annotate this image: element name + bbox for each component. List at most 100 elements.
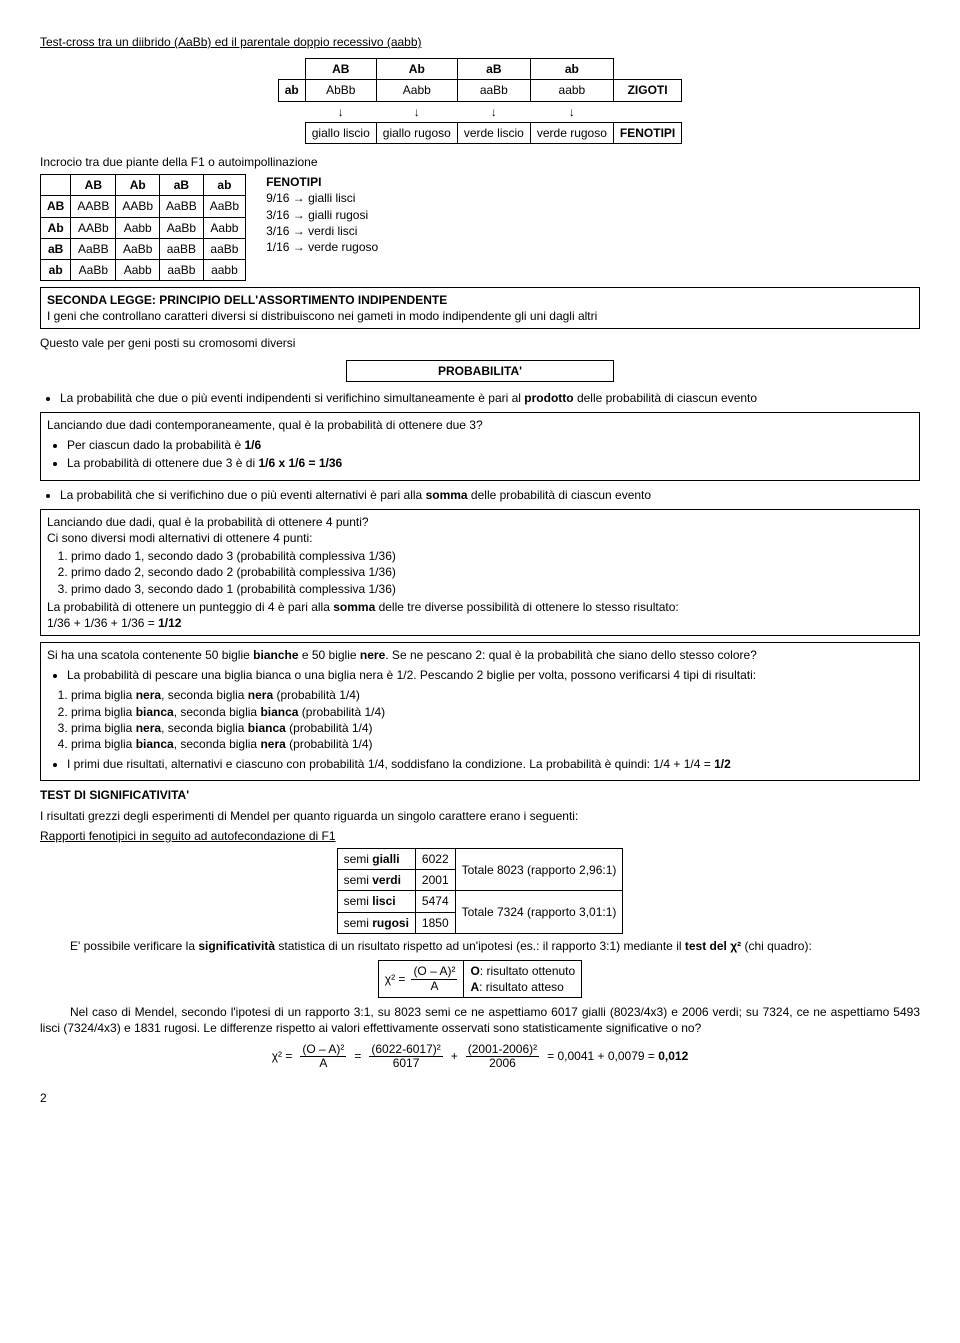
dadi-box-1: Lanciando due dadi contemporaneamente, q… [40, 412, 920, 481]
dadi1-a: Per ciascun dado la probabilità è 1/6 [67, 437, 913, 453]
biglie-o1: prima biglia nera, seconda biglia nera (… [71, 687, 913, 703]
cell: AaBb [160, 217, 204, 238]
cell: ZIGOTI [613, 80, 681, 101]
page-title: Test-cross tra un diibrido (AaBb) ed il … [40, 34, 920, 50]
cell: aB [160, 175, 204, 196]
chi-lhs: χ² = (O – A)²A [378, 960, 464, 997]
cell: Totale 7324 (rapporto 3,01:1) [455, 891, 623, 933]
test-sig-title: TEST DI SIGNIFICATIVITA' [40, 788, 189, 802]
chi-p2: Nel caso di Mendel, secondo l'ipotesi di… [40, 1004, 920, 1036]
cell: Ab [376, 59, 457, 80]
chi-frac-1: (O – A)²A [300, 1043, 346, 1070]
test-sig-text: I risultati grezzi degli esperimenti di … [40, 808, 920, 824]
cell [278, 59, 305, 80]
fenotipi-item: 9/16 → gialli lisci [266, 190, 378, 206]
chi-intro: E' possibile verificare la significativi… [40, 938, 920, 954]
plus: + [451, 1048, 458, 1064]
cell: AABB [71, 196, 116, 217]
cell: verde rugoso [530, 122, 613, 143]
cell: AaBB [160, 196, 204, 217]
cell: ab [203, 175, 245, 196]
page-number: 2 [40, 1090, 920, 1106]
cell [278, 122, 305, 143]
dadi2-s: Ci sono diversi modi alternativi di otte… [47, 530, 913, 546]
cell: Ab [41, 217, 71, 238]
cell: semi gialli [337, 848, 415, 869]
cell: aB [41, 238, 71, 259]
cell: FENOTIPI [613, 122, 681, 143]
cell: aabb [203, 259, 245, 280]
dadi2-o2: primo dado 2, secondo dado 2 (probabilit… [71, 564, 913, 580]
cell [278, 101, 305, 122]
biglie-l1: Si ha una scatola contenente 50 biglie b… [47, 647, 913, 663]
incrocio-text: Incrocio tra due piante della F1 o autoi… [40, 154, 920, 170]
cell: AaBb [116, 238, 160, 259]
cell: Aabb [116, 259, 160, 280]
prob-bullet-2: La probabilità che si verifichino due o … [60, 487, 920, 503]
cell [613, 101, 681, 122]
chi-result: = 0,0041 + 0,0079 = 0,012 [547, 1048, 688, 1064]
cell: aaBb [457, 80, 530, 101]
prob-bullet-1: La probabilità che due o più eventi indi… [60, 390, 920, 406]
cell: ↓ [305, 101, 376, 122]
cell: aB [457, 59, 530, 80]
fenotipi-item: 3/16 → gialli rugosi [266, 207, 378, 223]
cell: ↓ [457, 101, 530, 122]
fenotipi-title: FENOTIPI [266, 175, 321, 189]
cell: aaBb [160, 259, 204, 280]
cell: 2001 [415, 870, 455, 891]
seconda-legge-box: SECONDA LEGGE: PRINCIPIO DELL'ASSORTIMEN… [40, 287, 920, 329]
cell: AB [41, 196, 71, 217]
cell: 6022 [415, 848, 455, 869]
rapporti-title: Rapporti fenotipici in seguito ad autofe… [40, 828, 920, 844]
cell: Totale 8023 (rapporto 2,96:1) [455, 848, 623, 890]
biglie-box: Si ha una scatola contenente 50 biglie b… [40, 642, 920, 781]
cell: aaBb [203, 238, 245, 259]
cell [613, 59, 681, 80]
dadi-box-2: Lanciando due dadi, qual è la probabilit… [40, 509, 920, 636]
cell: Aabb [116, 217, 160, 238]
fenotipi-item: 3/16 → verdi lisci [266, 223, 378, 239]
cell: 5474 [415, 891, 455, 912]
chi-calc-lhs: χ² = [272, 1048, 293, 1064]
cell: semi rugosi [337, 912, 415, 933]
dadi2-o1: primo dado 1, secondo dado 3 (probabilit… [71, 548, 913, 564]
probabilita-header: PROBABILITA' [346, 360, 614, 382]
fenotipi-item: 1/16 → verde rugoso [266, 239, 378, 255]
dadi2-c1: La probabilità di ottenere un punteggio … [47, 599, 913, 615]
cell: AB [305, 59, 376, 80]
seconda-legge-text: I geni che controllano caratteri diversi… [47, 308, 913, 324]
biglie-o2: prima biglia bianca, seconda biglia bian… [71, 704, 913, 720]
dadi2-c2: 1/36 + 1/36 + 1/36 = 1/12 [47, 615, 913, 631]
test-cross-table: AB Ab aB ab ab AbBb Aabb aaBb aabb ZIGOT… [278, 58, 683, 144]
cell: AaBB [71, 238, 116, 259]
cell: verde liscio [457, 122, 530, 143]
dadi1-q: Lanciando due dadi contemporaneamente, q… [47, 417, 913, 433]
cell: semi lisci [337, 891, 415, 912]
punnett-table: AB Ab aB ab ABAABBAABbAaBBAaBb AbAABbAab… [40, 174, 246, 281]
cell: ab [278, 80, 305, 101]
cell: Aabb [376, 80, 457, 101]
cell: giallo rugoso [376, 122, 457, 143]
chi-frac-3: (2001-2006)²2006 [466, 1043, 539, 1070]
cell: ab [530, 59, 613, 80]
chi-formula: χ² = (O – A)²A O: risultato ottenuto A: … [40, 960, 920, 998]
cell: AABb [71, 217, 116, 238]
questo-text: Questo vale per geni posti su cromosomi … [40, 335, 920, 351]
cell: aabb [530, 80, 613, 101]
biglie-l2: La probabilità di pescare una biglia bia… [67, 667, 913, 683]
cell: Aabb [203, 217, 245, 238]
cell: AB [71, 175, 116, 196]
dadi2-o3: primo dado 3, secondo dado 1 (probabilit… [71, 581, 913, 597]
cell: aaBB [160, 238, 204, 259]
cell: AaBb [71, 259, 116, 280]
cell: ↓ [530, 101, 613, 122]
cell [41, 175, 71, 196]
biglie-c: I primi due risultati, alternativi e cia… [67, 756, 913, 772]
cell: ab [41, 259, 71, 280]
totali-table: semi gialli 6022 Totale 8023 (rapporto 2… [337, 848, 624, 934]
cell: 1850 [415, 912, 455, 933]
dadi1-b: La probabilità di ottenere due 3 è di 1/… [67, 455, 913, 471]
eq: = [354, 1048, 361, 1064]
biglie-o4: prima biglia bianca, seconda biglia nera… [71, 736, 913, 752]
